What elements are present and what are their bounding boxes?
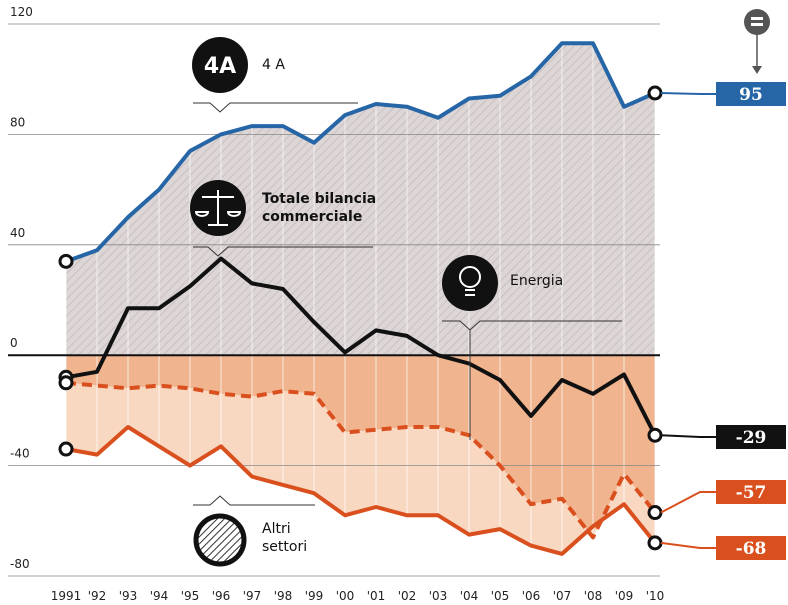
connector <box>660 541 716 549</box>
area <box>66 382 655 554</box>
x-tick-label: '93 <box>119 589 138 603</box>
point <box>58 375 74 391</box>
y-tick-label: -40 <box>10 447 30 461</box>
x-tick-label: '00 <box>336 589 355 603</box>
x-tick-label: '92 <box>88 589 107 603</box>
annotation-label: Totale bilancia commerciale <box>262 191 377 225</box>
x-tick-label: '95 <box>181 589 200 603</box>
connector <box>660 434 716 438</box>
x-tick-label: '06 <box>522 589 541 603</box>
x-tick-label: '08 <box>584 589 603 603</box>
area <box>66 43 655 356</box>
x-tick-label: '03 <box>429 589 448 603</box>
x-tick-label: '05 <box>491 589 510 603</box>
icon <box>192 37 248 93</box>
x-tick-label: '04 <box>460 589 479 603</box>
value-box <box>716 82 786 106</box>
point <box>647 85 663 101</box>
x-tick-label: '99 <box>305 589 324 603</box>
icon <box>751 23 763 26</box>
value-label: -57 <box>736 483 767 503</box>
bulb-icon <box>459 266 481 296</box>
x-tick-label: '98 <box>274 589 293 603</box>
x-tick-label: '09 <box>615 589 634 603</box>
x-tick-label: '10 <box>646 589 665 603</box>
annotation-label: Energia <box>510 273 564 289</box>
y-tick-label: -80 <box>10 557 30 571</box>
x-tick-label: '01 <box>367 589 386 603</box>
annotation-line <box>193 246 373 257</box>
value-box <box>716 480 786 504</box>
line-series <box>65 425 657 556</box>
x-tick-label: '94 <box>150 589 169 603</box>
value-box <box>716 425 786 449</box>
value-label: -68 <box>736 539 767 559</box>
x-tick-label: '07 <box>553 589 572 603</box>
annotation-label: Altri settori <box>262 521 308 555</box>
x-tick-label: '02 <box>398 589 417 603</box>
icon <box>442 255 498 311</box>
point <box>58 441 74 457</box>
line-series <box>65 380 657 540</box>
annotation-line <box>193 495 315 506</box>
x-tick-label: '96 <box>212 589 231 603</box>
x-tick-label: '97 <box>243 589 262 603</box>
y-tick-label: 80 <box>10 115 25 129</box>
value-label: 95 <box>739 85 763 105</box>
y-tick-label: 120 <box>10 5 33 19</box>
icon <box>744 9 770 35</box>
arrow-head <box>752 66 762 74</box>
line-series <box>65 41 656 264</box>
annotations: 4A <box>190 9 770 567</box>
x-tick-label: 1991 <box>51 589 82 603</box>
scale-icon <box>194 190 242 226</box>
point <box>647 505 663 521</box>
line-series <box>65 256 657 437</box>
value-label: -29 <box>736 428 767 448</box>
y-tick-label: 40 <box>10 226 25 240</box>
point <box>647 427 663 443</box>
icon-label: 4A <box>204 54 236 79</box>
value-box <box>716 536 786 560</box>
area <box>66 355 655 538</box>
icon <box>193 513 247 567</box>
connector <box>660 491 716 514</box>
point <box>647 535 663 551</box>
annotation-label: 4 A <box>262 57 285 73</box>
point <box>58 253 74 269</box>
icon <box>751 17 763 20</box>
connector <box>660 92 716 95</box>
y-tick-label: 0 <box>10 336 18 350</box>
annotation-line <box>193 102 358 113</box>
